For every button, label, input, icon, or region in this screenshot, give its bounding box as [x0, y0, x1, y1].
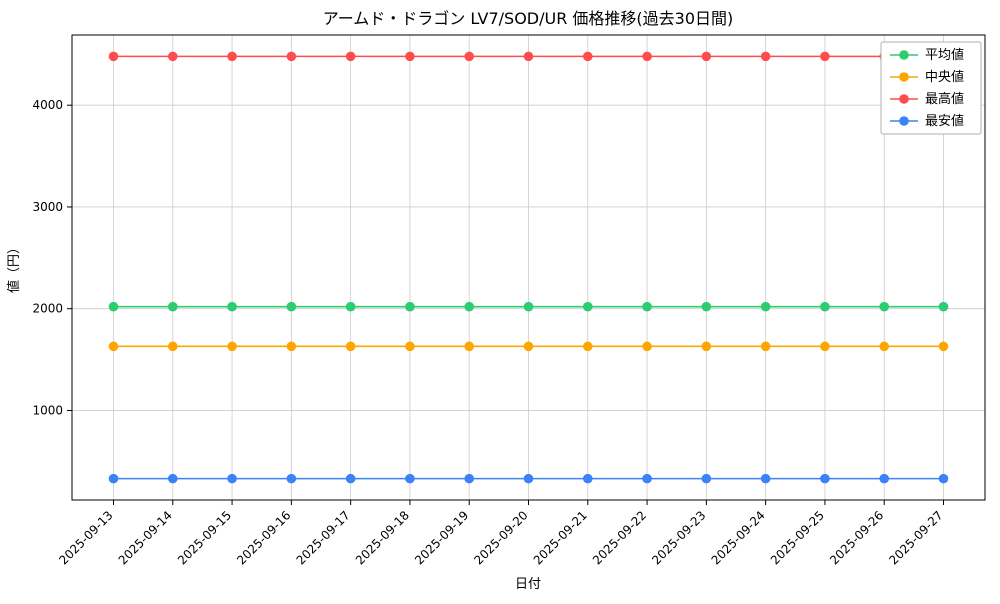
x-tick-label: 2025-09-20 — [471, 508, 530, 567]
data-point-median — [405, 341, 415, 352]
y-axis-label: 値（円） — [6, 241, 22, 293]
x-tick-label: 2025-09-17 — [294, 508, 353, 567]
data-point-median — [938, 341, 949, 352]
data-point-average — [820, 301, 830, 312]
data-point-min — [227, 473, 237, 484]
data-point-min — [760, 473, 771, 484]
data-point-min — [938, 473, 949, 484]
data-point-max — [227, 51, 237, 62]
x-tick-label: 2025-09-19 — [412, 508, 471, 567]
data-point-max — [286, 51, 297, 62]
data-point-min — [286, 473, 297, 484]
series-median — [108, 341, 949, 352]
series-max — [108, 51, 949, 62]
x-tick-label: 2025-09-26 — [827, 508, 886, 567]
y-tick-label: 3000 — [32, 200, 63, 214]
data-point-median — [642, 341, 652, 352]
data-point-average — [701, 301, 712, 312]
data-point-max — [642, 51, 652, 62]
legend-marker — [899, 94, 909, 104]
x-tick-label: 2025-09-13 — [56, 508, 115, 567]
data-point-min — [108, 473, 119, 484]
x-tick-label: 2025-09-15 — [175, 508, 234, 567]
data-point-median — [227, 341, 237, 352]
legend-item-average: 平均値 — [925, 47, 964, 63]
chart-title: アームド・ドラゴン LV7/SOD/UR 価格推移(過去30日間) — [323, 9, 734, 28]
x-tick-label: 2025-09-18 — [353, 508, 412, 567]
x-tick-label: 2025-09-22 — [590, 508, 649, 567]
plot-border — [71, 34, 986, 501]
data-point-median — [167, 341, 178, 352]
data-point-median — [108, 341, 119, 352]
data-point-max — [701, 51, 712, 62]
data-point-min — [701, 473, 712, 484]
data-point-average — [286, 301, 297, 312]
legend-item-max: 最高値 — [925, 91, 964, 107]
data-point-min — [345, 473, 356, 484]
data-point-average — [879, 301, 890, 312]
x-tick-label: 2025-09-25 — [768, 508, 827, 567]
data-point-median — [523, 341, 534, 352]
data-point-average — [405, 301, 415, 312]
data-point-average — [345, 301, 356, 312]
data-point-min — [523, 473, 534, 484]
data-point-average — [167, 301, 178, 312]
data-point-median — [464, 341, 475, 352]
data-point-average — [582, 301, 593, 312]
data-point-average — [523, 301, 534, 312]
data-point-average — [760, 301, 771, 312]
data-point-max — [108, 51, 119, 62]
data-point-median — [820, 341, 830, 352]
data-point-median — [879, 341, 890, 352]
x-tick-label: 2025-09-23 — [649, 508, 708, 567]
x-tick-label: 2025-09-14 — [116, 508, 175, 567]
legend-marker — [899, 50, 909, 60]
data-point-median — [286, 341, 297, 352]
data-point-median — [582, 341, 593, 352]
x-tick-label: 2025-09-24 — [709, 508, 768, 567]
data-point-median — [345, 341, 356, 352]
data-point-max — [464, 51, 475, 62]
x-axis-label: 日付 — [515, 577, 541, 592]
legend-marker — [899, 72, 909, 82]
data-point-min — [820, 473, 830, 484]
series-average — [108, 301, 949, 312]
data-point-average — [108, 301, 119, 312]
data-point-median — [701, 341, 712, 352]
data-point-max — [167, 51, 178, 62]
legend-item-median: 中央値 — [925, 69, 964, 85]
legend-marker — [899, 116, 909, 126]
data-point-max — [405, 51, 415, 62]
series-min — [108, 473, 949, 484]
data-point-min — [642, 473, 652, 484]
legend-item-min: 最安値 — [925, 113, 964, 129]
legend-box — [880, 41, 982, 135]
data-point-max — [345, 51, 356, 62]
x-tick-label: 2025-09-21 — [531, 508, 590, 567]
y-tick-label: 4000 — [32, 98, 63, 112]
data-point-average — [642, 301, 652, 312]
data-point-max — [523, 51, 534, 62]
y-tick-label: 1000 — [32, 403, 63, 417]
data-point-max — [582, 51, 593, 62]
data-point-max — [820, 51, 830, 62]
data-point-min — [405, 473, 415, 484]
data-point-average — [227, 301, 237, 312]
data-point-max — [760, 51, 771, 62]
data-point-min — [582, 473, 593, 484]
data-point-average — [464, 301, 475, 312]
data-point-min — [464, 473, 475, 484]
data-point-min — [167, 473, 178, 484]
data-point-average — [938, 301, 949, 312]
data-point-min — [879, 473, 890, 484]
data-point-median — [760, 341, 771, 352]
x-tick-label: 2025-09-27 — [886, 508, 945, 567]
y-tick-label: 2000 — [32, 302, 63, 316]
x-tick-label: 2025-09-16 — [234, 508, 293, 567]
grid — [72, 35, 985, 500]
